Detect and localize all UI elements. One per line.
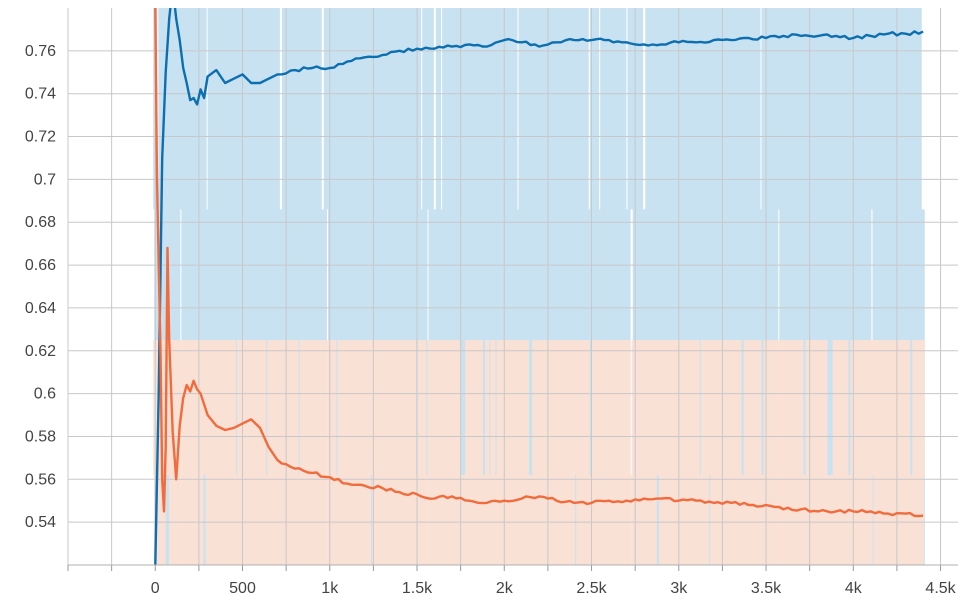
x-tick-label: 2k: [496, 580, 514, 597]
x-tick-label: 0: [151, 580, 160, 597]
y-tick-label: 0.64: [25, 300, 56, 317]
x-tick-label: 1k: [321, 580, 339, 597]
x-tick-label: 500: [229, 580, 256, 597]
x-tick-label: 4.5k: [925, 580, 956, 597]
y-tick-label: 0.7: [34, 171, 56, 188]
raw-series-band-1: [153, 340, 925, 565]
smoothed-series-line-0: [154, 8, 924, 565]
x-tick-label: 4k: [845, 580, 863, 597]
axes: 0.54 0.56 0.58 0.6 0.62 0.64 0.66 0.68 0.7 0.72 0.…: [25, 8, 958, 597]
x-tick-label: 1.5k: [402, 580, 433, 597]
x-tick-label: 3k: [670, 580, 688, 597]
y-tick-label: 0.68: [25, 214, 56, 231]
smoothed-series-layer: [154, 8, 924, 565]
smoothed-series-line-1: [154, 8, 924, 518]
y-tick-label: 0.76: [25, 43, 56, 60]
x-tick-label: 2.5k: [576, 580, 607, 597]
y-tick-label: 0.6: [34, 386, 56, 403]
y-tick-label: 0.56: [25, 471, 56, 488]
y-tick-label: 0.66: [25, 257, 56, 274]
y-tick-label: 0.72: [25, 129, 56, 146]
y-tick-label: 0.74: [25, 86, 56, 103]
y-tick-label: 0.54: [25, 514, 56, 531]
y-tick-label: 0.62: [25, 343, 56, 360]
grid-layer: [67, 8, 958, 565]
x-tick-label: 3.5k: [751, 580, 782, 597]
raw-series-layer: [153, 8, 925, 565]
y-tick-label: 0.58: [25, 428, 56, 445]
